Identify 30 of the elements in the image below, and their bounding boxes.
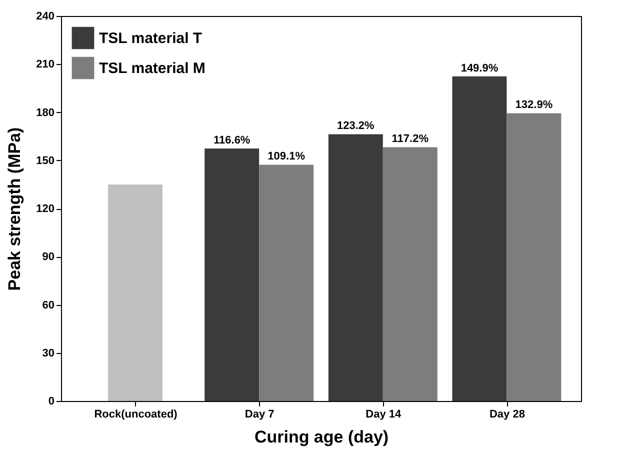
annotation: 117.2% — [392, 133, 429, 146]
y-tick-label: 30 — [42, 347, 54, 360]
bar — [259, 164, 314, 401]
y-tick-label: 0 — [48, 396, 54, 408]
x-axis-title: Curing age (day) — [254, 428, 389, 446]
x-tick-label: Day 28 — [489, 408, 525, 420]
bar — [108, 184, 163, 401]
annotation: 149.9% — [460, 62, 498, 74]
annotation: 123.2% — [337, 120, 375, 132]
bar — [452, 76, 507, 401]
y-tick-label: 120 — [36, 203, 54, 215]
legend-label: TSL material T — [99, 30, 202, 47]
annotation: 132.9% — [515, 99, 553, 112]
annotation: 116.6% — [214, 134, 250, 147]
y-tick-label: 90 — [42, 251, 54, 264]
annotation: 109.1% — [268, 150, 306, 163]
y-tick-label: 60 — [42, 299, 54, 312]
y-tick-label: 150 — [36, 154, 54, 167]
y-axis-title: Peak strength (MPa) — [5, 127, 24, 291]
x-tick-label: Day 14 — [366, 408, 402, 420]
legend-label: TSL material M — [99, 60, 206, 77]
y-tick-label: 180 — [36, 106, 54, 119]
bar — [382, 147, 438, 401]
x-tick-label: Rock(uncoated) — [94, 408, 178, 420]
bar — [506, 113, 562, 401]
y-tick-label: 210 — [36, 58, 54, 71]
bar — [204, 148, 260, 401]
bar — [328, 134, 383, 401]
x-tick-label: Day 7 — [244, 408, 274, 420]
y-tick-label: 240 — [36, 10, 54, 22]
